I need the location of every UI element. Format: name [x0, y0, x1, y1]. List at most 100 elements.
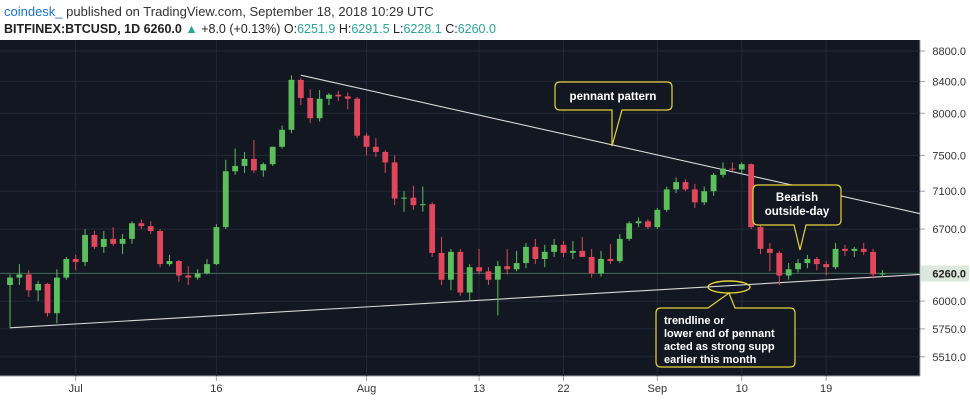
candle: [100, 231, 107, 253]
candle-body: [654, 209, 661, 228]
candle-body: [513, 263, 520, 270]
candle-body: [185, 275, 192, 278]
candle-body: [485, 271, 492, 280]
candle: [523, 242, 529, 269]
time-tick-label: 16: [210, 383, 222, 395]
candle: [251, 139, 257, 174]
candle: [513, 250, 520, 272]
candle: [785, 263, 792, 280]
candle-body: [551, 244, 558, 252]
candle-body: [588, 256, 595, 274]
callout-bearish-line2: outside-day: [765, 206, 830, 218]
candle-body: [72, 258, 79, 263]
candle-body: [795, 263, 801, 270]
callout-pennant-shape: [554, 81, 673, 147]
candle: [476, 248, 482, 275]
candle: [372, 138, 379, 158]
candle-body: [354, 98, 361, 136]
candle: [626, 221, 633, 241]
candle-body: [204, 264, 210, 274]
price-axis[interactable]: 8800.0 8400.0 8000.0 7500.0 7100.0 6700.0 6000…: [920, 46, 969, 364]
candle-body: [279, 129, 285, 147]
time-axis[interactable]: Jul 16 Aug 13 22 Sep 10 19: [69, 376, 833, 395]
candle-body: [804, 258, 811, 264]
candle-body: [119, 238, 126, 244]
candle: [288, 75, 295, 134]
candle: [53, 269, 60, 324]
candle-body: [541, 251, 548, 259]
candle-body: [363, 135, 370, 147]
candle-body: [100, 238, 107, 247]
candle: [138, 219, 145, 230]
candle-body: [663, 189, 670, 210]
candle: [813, 256, 820, 271]
candle-body: [851, 248, 858, 251]
candle-body: [626, 223, 633, 239]
candle-body: [832, 248, 839, 268]
callout-bearish-shape: [752, 184, 842, 251]
candle: [645, 219, 651, 230]
candle: [129, 221, 135, 244]
candle-body: [166, 261, 173, 265]
candle: [569, 240, 576, 259]
candle-body: [569, 250, 576, 253]
candle-body: [213, 227, 220, 265]
symbol-line: BITFINEX:BTCUSD, 1D 6260.0 ▲ +8.0 (+0.13…: [4, 22, 496, 36]
candle-body: [691, 189, 698, 203]
candle: [194, 269, 201, 280]
candle-body: [738, 164, 745, 170]
candle: [429, 202, 436, 257]
candle-body: [860, 248, 867, 252]
candle: [175, 260, 182, 282]
candle: [701, 186, 708, 206]
candle: [879, 270, 886, 277]
candle-body: [748, 164, 755, 228]
time-tick-label: 22: [557, 383, 569, 395]
brand-name[interactable]: coindesk_: [4, 4, 63, 19]
price-tick-label: 6000.0: [932, 296, 966, 308]
candle-body: [344, 96, 351, 99]
candle-body: [335, 94, 342, 97]
candle-body: [269, 146, 276, 165]
candle: [260, 162, 267, 177]
candle-body: [494, 266, 501, 280]
candle-body: [701, 191, 708, 203]
candle: [91, 231, 98, 249]
candle: [35, 280, 42, 302]
candle-body: [448, 251, 454, 280]
candle: [222, 159, 229, 230]
candlestick-chart[interactable]: 8800.0 8400.0 8000.0 7500.0 7100.0 6700.0 6000…: [0, 40, 970, 404]
candle: [654, 207, 661, 230]
candle: [485, 267, 492, 286]
candle: [297, 77, 304, 106]
candle: [16, 264, 23, 286]
annotation-pennant: pennant pattern: [554, 81, 673, 147]
candle: [232, 148, 239, 175]
candle: [7, 274, 13, 328]
candle: [279, 125, 285, 149]
candle-body: [222, 171, 229, 228]
candle: [551, 238, 558, 257]
candle-body: [429, 204, 436, 253]
low-label: L:: [393, 22, 404, 36]
candle-body: [532, 246, 539, 259]
time-tick-label: 10: [736, 383, 748, 395]
candle: [607, 243, 614, 265]
candle: [354, 97, 361, 139]
candle-body: [16, 274, 23, 278]
candle: [25, 270, 32, 297]
candle-body: [457, 251, 464, 293]
candle: [635, 217, 642, 228]
close-value: 6260.0: [457, 22, 496, 36]
candle-body: [382, 151, 389, 163]
up-arrow-icon: ▲: [185, 22, 198, 36]
candle: [532, 238, 539, 265]
candle: [401, 191, 407, 212]
candle-body: [53, 277, 60, 314]
candle: [307, 89, 314, 124]
candle: [147, 221, 154, 234]
candle-body: [523, 246, 529, 264]
candle: [419, 186, 426, 212]
candle-body: [682, 182, 689, 190]
candle: [860, 242, 867, 255]
